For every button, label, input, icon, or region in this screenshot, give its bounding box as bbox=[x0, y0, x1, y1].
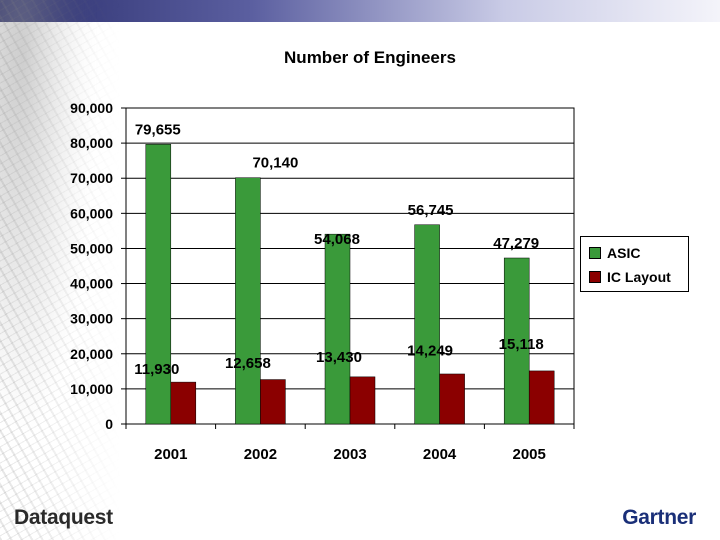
bar-asic bbox=[324, 233, 351, 425]
y-tick-label: 10,000 bbox=[70, 381, 113, 397]
top-decorative-band bbox=[0, 0, 720, 22]
chart-title: Number of Engineers bbox=[284, 48, 456, 67]
data-label-asic: 79,655 bbox=[135, 121, 181, 138]
data-label-asic: 54,068 bbox=[314, 231, 360, 248]
bar-ic-layout bbox=[260, 379, 286, 425]
x-tick-label: 2002 bbox=[244, 446, 277, 463]
y-tick-label: 20,000 bbox=[70, 346, 113, 362]
data-label-asic: 47,279 bbox=[493, 235, 539, 252]
bar-asic bbox=[145, 144, 172, 425]
y-tick-label: 80,000 bbox=[70, 135, 113, 151]
data-label-ic-layout: 15,118 bbox=[499, 336, 544, 353]
y-tick-label: 30,000 bbox=[70, 311, 113, 327]
x-tick-label: 2004 bbox=[423, 446, 457, 463]
bar-ic-layout bbox=[170, 381, 197, 425]
bar-ic-layout bbox=[349, 376, 376, 425]
bar-asic bbox=[235, 177, 261, 425]
x-tick-label: 2001 bbox=[154, 446, 187, 463]
data-label-ic-layout: 11,930 bbox=[134, 361, 179, 378]
left-decorative-texture bbox=[0, 0, 120, 540]
legend-swatch-ic-layout bbox=[589, 271, 601, 283]
legend-item-ic-layout: IC Layout bbox=[589, 268, 671, 286]
y-tick-label: 40,000 bbox=[70, 276, 113, 292]
x-tick-label: 2005 bbox=[513, 446, 546, 463]
data-label-asic: 56,745 bbox=[408, 202, 454, 219]
data-label-ic-layout: 14,249 bbox=[407, 342, 453, 359]
x-tick-label: 2003 bbox=[333, 446, 366, 463]
bar-ic-layout bbox=[439, 373, 465, 425]
data-label-ic-layout: 13,430 bbox=[316, 349, 362, 366]
y-tick-label: 90,000 bbox=[70, 100, 113, 116]
bar-ic-layout bbox=[528, 370, 555, 425]
y-tick-label: 70,000 bbox=[70, 170, 113, 186]
bar-asic bbox=[503, 257, 530, 425]
gartner-logo: Gartner bbox=[622, 506, 696, 529]
data-label-asic: 70,140 bbox=[252, 155, 298, 172]
chart-legend: ASIC IC Layout bbox=[580, 236, 689, 292]
dataquest-logo: Dataquest bbox=[14, 506, 113, 529]
bar-asic bbox=[414, 224, 440, 425]
legend-item-asic: ASIC bbox=[589, 244, 640, 262]
y-tick-label: 0 bbox=[105, 416, 113, 432]
legend-label-ic-layout: IC Layout bbox=[607, 269, 671, 285]
legend-swatch-asic bbox=[589, 247, 601, 259]
legend-label-asic: ASIC bbox=[607, 245, 641, 261]
y-tick-label: 60,000 bbox=[70, 205, 113, 221]
data-label-ic-layout: 12,658 bbox=[225, 355, 271, 372]
y-tick-label: 50,000 bbox=[70, 240, 113, 256]
